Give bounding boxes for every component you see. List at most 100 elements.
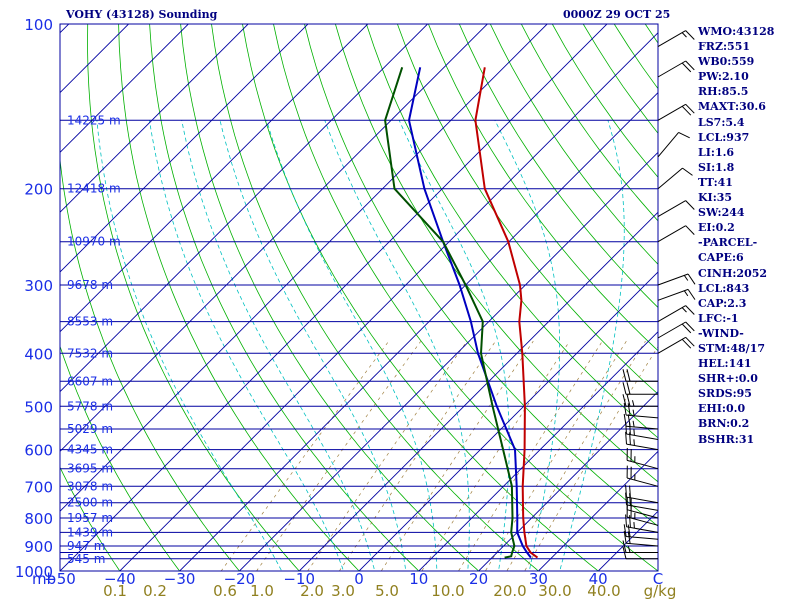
isotherm-line	[60, 24, 369, 333]
wind-barb-flag	[626, 369, 631, 382]
index-item: -PARCEL-	[698, 236, 758, 250]
isotherm-line	[298, 211, 658, 571]
wind-barb	[622, 540, 658, 553]
index-item: FRZ:551	[698, 40, 751, 54]
mixing-ratio-unit-label: g/kg	[644, 582, 677, 600]
wind-barb-flag	[685, 321, 695, 332]
index-item: LI:1.6	[698, 145, 735, 159]
wind-barb-flag	[629, 485, 631, 498]
height-labels: 14225 m 12418 m 10970 m 9678 m 8553 m 7532 m 6…	[67, 113, 121, 565]
temperature-tick-label: −30	[164, 570, 196, 588]
dry-adiabat-line	[118, 24, 360, 571]
wind-barb-half-flag	[683, 275, 689, 281]
mixing-ratio-label: 0.6	[213, 582, 237, 600]
wind-barb	[626, 447, 659, 470]
wind-barb-half-flag	[632, 420, 635, 427]
wind-barb-staff	[626, 542, 659, 547]
mixing-ratio-line	[421, 340, 570, 571]
wind-barb	[657, 288, 696, 301]
wind-barb-half-flag	[681, 307, 687, 313]
isotherm-line	[178, 91, 658, 571]
height-label: 545 m	[67, 552, 105, 566]
height-label: 5778 m	[67, 399, 113, 413]
wind-barb	[622, 382, 658, 395]
dry-adiabat-line	[489, 24, 658, 265]
moist-adiabat-line	[494, 120, 560, 571]
wind-barb-staff	[626, 526, 659, 533]
dry-adiabat-line	[273, 24, 658, 571]
mixing-ratio-label: 20.0	[493, 582, 526, 600]
wind-barb-staff	[626, 425, 659, 430]
wind-barb-flag	[685, 305, 695, 315]
index-item: WB0:559	[698, 55, 755, 69]
isotherm-line	[60, 24, 190, 154]
temperature-tick-label: 20	[469, 570, 488, 588]
wind-barb-flag	[622, 369, 627, 382]
wind-barb	[657, 200, 695, 218]
temperature-tick-label: 0	[354, 570, 364, 588]
wind-barb-staff	[657, 321, 686, 339]
mixing-ratio-label: 2.0	[300, 582, 324, 600]
wind-barb-half-flag	[683, 290, 689, 297]
wind-barb-staff	[626, 504, 659, 511]
mixing-ratio-line	[307, 340, 468, 571]
wind-barb-flag	[681, 338, 692, 349]
height-label: 3078 m	[67, 479, 113, 493]
mixing-ratio-label: 0.1	[103, 582, 127, 600]
x-unit-label: C	[653, 570, 663, 588]
height-label: 3695 m	[67, 462, 113, 476]
moist-adiabat-line	[266, 120, 438, 571]
wind-barb-staff	[657, 30, 686, 48]
wind-barb-half-flag	[632, 409, 635, 416]
isotherm-line	[60, 24, 608, 571]
wind-barb	[657, 305, 695, 323]
mixing-ratio-line	[458, 340, 603, 571]
height-label: 5029 m	[67, 422, 113, 436]
mixing-ratio-label: 30.0	[538, 582, 571, 600]
mixing-ratio-line	[338, 340, 496, 571]
moist-adiabat-line	[398, 120, 510, 571]
dry-adiabat-line	[458, 24, 658, 309]
wind-barb-flag	[685, 103, 695, 114]
wind-barb-half-flag	[681, 32, 687, 38]
wind-barb-flag	[625, 514, 627, 527]
isotherm-line	[60, 24, 489, 453]
temperature-tick-label: 40	[589, 570, 608, 588]
pressure-tick-label: 400	[24, 345, 53, 363]
height-label: 1957 m	[67, 511, 113, 525]
pressure-tick-label: 600	[24, 442, 53, 460]
dry-adiabat-line	[366, 24, 658, 439]
pressure-tick-label: 1000	[15, 563, 53, 581]
wind-barb	[623, 530, 659, 547]
index-item: LCL:843	[698, 281, 750, 295]
wind-barb-flag	[627, 531, 631, 544]
temperature-tick-label: −40	[104, 570, 136, 588]
isotherm-line	[418, 331, 658, 571]
wind-barb	[626, 465, 659, 487]
wind-barbs	[622, 30, 696, 560]
wind-barb	[657, 273, 696, 286]
wind-barb-staff	[657, 273, 689, 286]
wind-barb-staff	[657, 305, 686, 323]
wind-barb	[623, 524, 659, 540]
wind-barb-flag	[629, 493, 631, 506]
moist-adiabat-line	[96, 120, 283, 571]
wind-barb-flag	[622, 382, 627, 395]
wind-barb	[657, 131, 690, 158]
index-item: BRN:0.2	[698, 417, 750, 431]
wind-barb-flag	[681, 105, 692, 116]
wind-barb	[657, 30, 695, 48]
index-item: LFC:-1	[698, 311, 739, 325]
temperature-tick-label: −50	[44, 570, 76, 588]
index-item: KI:35	[698, 191, 733, 205]
temperature-tick-label: 10	[409, 570, 428, 588]
dewpoint-line	[384, 66, 516, 559]
wind-barb-half-flag	[632, 400, 635, 407]
wind-barb-flag	[626, 394, 631, 407]
wind-barb-flag	[626, 382, 631, 395]
mixing-ratio-label: 40.0	[587, 582, 620, 600]
mixing-ratio-label: 1.0	[250, 582, 274, 600]
index-item: HEL:141	[698, 357, 752, 371]
isotherm-line	[60, 24, 249, 213]
